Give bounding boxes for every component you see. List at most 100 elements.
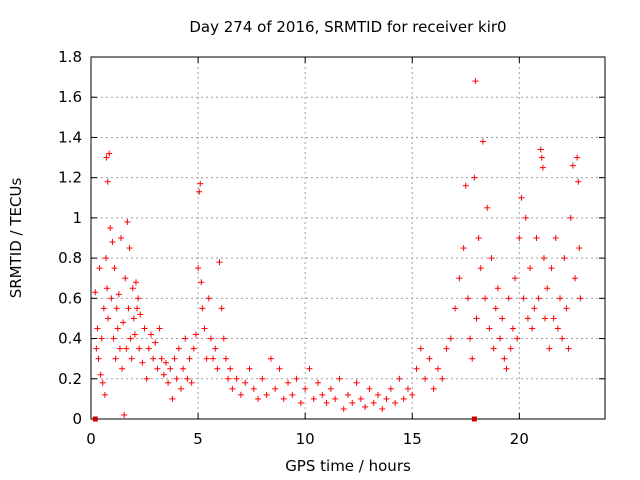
data-point [129, 285, 136, 292]
y-tick-label: 0.6 [58, 289, 82, 307]
data-point [125, 305, 132, 312]
data-point [127, 335, 134, 342]
data-point [216, 259, 223, 266]
data-point [462, 182, 469, 189]
data-point [180, 365, 187, 372]
data-point [538, 154, 545, 161]
data-point [492, 305, 499, 312]
data-point [349, 399, 356, 406]
data-point [259, 375, 266, 382]
data-point [94, 325, 101, 332]
data-point [102, 255, 109, 262]
y-tick-label: 0.4 [58, 330, 82, 348]
data-point [130, 315, 137, 322]
data-point [132, 279, 139, 286]
data-point [563, 305, 570, 312]
data-point [184, 375, 191, 382]
data-point [486, 325, 493, 332]
data-point [340, 405, 347, 412]
data-point [222, 355, 229, 362]
data-point [520, 295, 527, 302]
data-point [98, 335, 105, 342]
data-point [246, 365, 253, 372]
data-point [156, 325, 163, 332]
data-point [400, 395, 407, 402]
data-point [575, 178, 582, 185]
data-point [196, 188, 203, 195]
data-point [565, 345, 572, 352]
data-point [289, 391, 296, 398]
data-point [123, 345, 130, 352]
data-point [280, 395, 287, 402]
data-point [225, 375, 232, 382]
data-point [370, 399, 377, 406]
y-axis-label: SRMTID / TECUs [7, 178, 25, 299]
data-point [198, 279, 205, 286]
data-point [124, 218, 131, 225]
data-point [171, 355, 178, 362]
grid-lines [91, 57, 605, 419]
data-point [577, 295, 584, 302]
data-point [482, 295, 489, 302]
data-point [103, 154, 110, 161]
data-point [143, 375, 150, 382]
data-point [456, 275, 463, 282]
data-point [561, 255, 568, 262]
data-point [107, 224, 114, 231]
data-point [524, 315, 531, 322]
data-point [490, 345, 497, 352]
data-point [112, 355, 119, 362]
y-tick-label: 1.8 [58, 48, 82, 66]
data-point [467, 335, 474, 342]
data-point [145, 345, 152, 352]
data-point [362, 403, 369, 410]
data-point [422, 375, 429, 382]
data-point [484, 204, 491, 211]
data-point [494, 285, 501, 292]
data-point [505, 295, 512, 302]
chart-title: Day 274 of 2016, SRMTID for receiver kir… [189, 18, 506, 36]
data-point [96, 265, 103, 272]
data-point [108, 295, 115, 302]
data-point [158, 355, 165, 362]
data-point [212, 345, 219, 352]
data-point [101, 391, 108, 398]
x-tick-label: 0 [86, 430, 96, 448]
data-point [263, 391, 270, 398]
data-point [535, 295, 542, 302]
data-point [548, 265, 555, 272]
data-point [537, 146, 544, 153]
data-point [97, 371, 104, 378]
data-point [169, 395, 176, 402]
data-point [203, 355, 210, 362]
x-tick-label: 5 [193, 430, 203, 448]
data-point [276, 365, 283, 372]
data-point [220, 335, 227, 342]
data-point [383, 395, 390, 402]
data-point [554, 325, 561, 332]
data-point [115, 291, 122, 298]
data-point [472, 78, 479, 85]
data-point [113, 305, 120, 312]
data-point [447, 335, 454, 342]
data-point [576, 245, 583, 252]
data-point [128, 355, 135, 362]
data-point [210, 355, 217, 362]
data-point [250, 385, 257, 392]
data-point [95, 355, 102, 362]
data-point [501, 355, 508, 362]
data-point [122, 275, 129, 282]
data-point [162, 359, 169, 366]
data-point [379, 405, 386, 412]
data-point [452, 305, 459, 312]
data-point [544, 285, 551, 292]
data-point [336, 375, 343, 382]
data-point [539, 164, 546, 171]
data-point [285, 379, 292, 386]
data-point [100, 305, 107, 312]
data-point [175, 345, 182, 352]
y-tick-label: 0.8 [58, 249, 82, 267]
data-point [105, 315, 112, 322]
data-point [572, 275, 579, 282]
data-point [374, 391, 381, 398]
